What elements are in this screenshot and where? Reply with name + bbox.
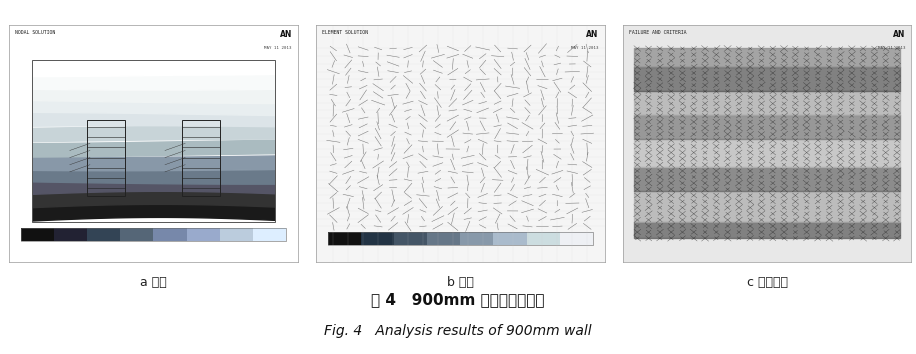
Text: 图 4   900mm 厚墙体分析结果: 图 4 900mm 厚墙体分析结果 bbox=[371, 292, 545, 307]
Bar bbox=[427, 232, 460, 245]
Text: AN: AN bbox=[586, 29, 599, 39]
Bar bbox=[328, 232, 361, 245]
Text: AN: AN bbox=[893, 29, 906, 39]
Bar bbox=[87, 228, 120, 241]
Bar bbox=[527, 232, 560, 245]
Bar bbox=[361, 232, 394, 245]
Bar bbox=[494, 232, 527, 245]
Text: Fig. 4   Analysis results of 900mm wall: Fig. 4 Analysis results of 900mm wall bbox=[324, 324, 592, 338]
Bar bbox=[182, 120, 220, 195]
Bar bbox=[21, 228, 286, 241]
Text: AN: AN bbox=[279, 29, 292, 39]
Bar bbox=[328, 232, 593, 245]
Text: NODAL SOLUTION: NODAL SOLUTION bbox=[15, 29, 55, 35]
Text: FAILURE AND CRITERIA: FAILURE AND CRITERIA bbox=[628, 29, 686, 35]
Bar bbox=[54, 228, 87, 241]
Text: a 变形: a 变形 bbox=[140, 276, 167, 289]
Bar bbox=[394, 232, 427, 245]
Bar bbox=[253, 228, 286, 241]
Bar bbox=[460, 232, 494, 245]
Text: c 墙体开裂: c 墙体开裂 bbox=[747, 276, 788, 289]
Bar bbox=[187, 228, 220, 241]
Bar bbox=[120, 228, 153, 241]
Text: MAY 11 2013: MAY 11 2013 bbox=[572, 46, 599, 50]
Text: MAY 11 2013: MAY 11 2013 bbox=[878, 46, 906, 50]
Bar bbox=[21, 228, 54, 241]
Bar bbox=[87, 120, 125, 195]
Bar bbox=[153, 228, 187, 241]
Bar bbox=[220, 228, 253, 241]
Bar bbox=[560, 232, 593, 245]
Text: b 应力: b 应力 bbox=[447, 276, 474, 289]
Text: ELEMENT SOLUTION: ELEMENT SOLUTION bbox=[322, 29, 368, 35]
Text: MAY 11 2013: MAY 11 2013 bbox=[265, 46, 292, 50]
Bar bbox=[32, 60, 275, 222]
